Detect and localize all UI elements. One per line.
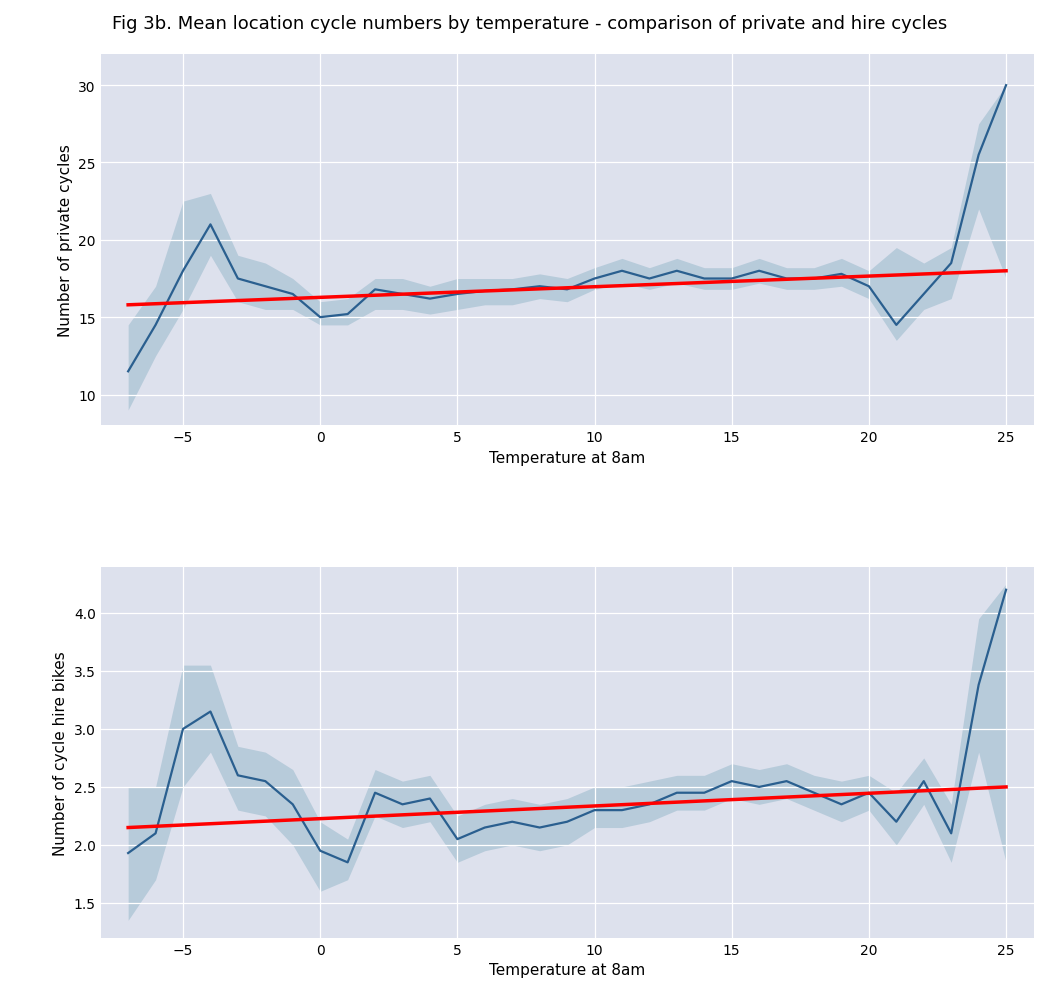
Text: Fig 3b. Mean location cycle numbers by temperature - comparison of private and h: Fig 3b. Mean location cycle numbers by t… (112, 15, 948, 33)
Y-axis label: Number of private cycles: Number of private cycles (57, 144, 73, 337)
Y-axis label: Number of cycle hire bikes: Number of cycle hire bikes (53, 650, 68, 855)
X-axis label: Temperature at 8am: Temperature at 8am (489, 450, 646, 465)
X-axis label: Temperature at 8am: Temperature at 8am (489, 962, 646, 977)
